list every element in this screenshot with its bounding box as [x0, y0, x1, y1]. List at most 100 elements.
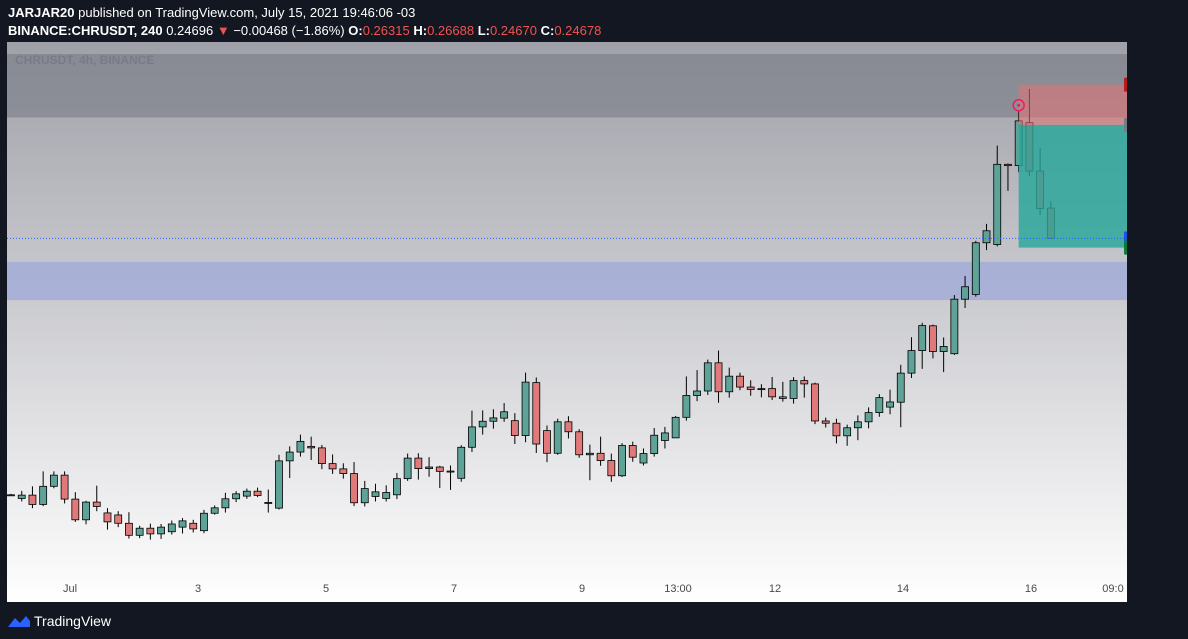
tradingview-logo-icon[interactable]: [7, 613, 31, 629]
candle-body: [264, 502, 273, 504]
candle: [393, 472, 401, 500]
candle: [425, 457, 433, 477]
candlestick-chart[interactable]: CHRUSDT, 4h, BINANCE 0.360000.320000.300…: [7, 42, 1127, 602]
candle-body: [500, 411, 509, 419]
candle-body: [703, 362, 712, 392]
candle-body: [457, 446, 466, 479]
candle: [832, 418, 841, 444]
publish-info: JARJAR20 published on TradingView.com, J…: [8, 5, 415, 20]
candle-body: [7, 494, 15, 497]
candle: [853, 415, 862, 441]
brand-name[interactable]: TradingView: [34, 613, 112, 629]
candle: [875, 394, 884, 417]
candle-body: [864, 412, 873, 423]
candle-body: [285, 451, 294, 462]
candle: [296, 434, 305, 457]
candle-body: [92, 501, 101, 507]
candle-body: [82, 501, 90, 521]
candle: [543, 425, 551, 463]
candle: [189, 519, 198, 533]
candle: [639, 448, 648, 466]
candle-body: [39, 485, 48, 505]
candle: [285, 446, 294, 478]
candle-body: [543, 430, 551, 454]
candle-body: [585, 452, 594, 456]
candle: [125, 512, 133, 539]
candle-body: [789, 380, 798, 399]
candle: [146, 523, 155, 540]
candle-body: [328, 463, 337, 470]
candle-body: [125, 522, 133, 536]
candle-body: [650, 434, 659, 454]
candle: [350, 462, 358, 507]
candle-body: [768, 388, 777, 398]
published-text: published on TradingView.com, July 15, 2…: [78, 5, 416, 20]
candle-body: [693, 390, 701, 396]
symbol-info: BINANCE:CHRUSDT, 240 0.24696 ▼ −0.00468 …: [8, 23, 601, 38]
candle: [221, 492, 230, 513]
candle: [521, 372, 530, 443]
candle: [103, 508, 112, 530]
candle: [607, 453, 616, 482]
close-value: 0.24678: [554, 23, 602, 38]
candle: [360, 480, 369, 507]
take-profit-zone: [1018, 124, 1127, 248]
candle: [843, 424, 852, 446]
candle: [28, 486, 37, 509]
entry-marker-icon: [1012, 99, 1025, 112]
candle-body: [403, 457, 412, 480]
candle-body: [146, 527, 155, 535]
candle-body: [575, 431, 584, 456]
candle: [178, 518, 187, 534]
candle: [768, 376, 777, 401]
candle-body: [478, 420, 487, 428]
candle: [661, 426, 669, 449]
last-price: 0.24696: [166, 23, 214, 38]
candle-body: [71, 498, 80, 521]
candle-body: [189, 522, 198, 530]
open-label: O:: [348, 23, 363, 38]
price-zone: [7, 261, 1127, 301]
candle: [500, 403, 509, 422]
candle-body: [135, 527, 144, 536]
candle: [864, 407, 873, 429]
price-change: −0.00468 (−1.86%): [233, 23, 345, 38]
candle-body: [339, 468, 348, 474]
candle: [671, 415, 680, 439]
candle-body: [875, 397, 884, 413]
candle: [435, 465, 444, 488]
candle: [457, 445, 466, 482]
candle: [971, 240, 980, 297]
candle-body: [521, 381, 530, 436]
candle-body: [317, 447, 326, 465]
candle-body: [843, 427, 852, 437]
x-tick-label: 14: [897, 583, 909, 595]
x-tick-label: 16: [1025, 583, 1037, 595]
candle: [478, 410, 487, 435]
candle: [757, 384, 766, 398]
chart-area[interactable]: CHRUSDT, 4h, BINANCE 0.360000.320000.300…: [7, 42, 1127, 602]
publisher-name[interactable]: JARJAR20: [8, 5, 75, 20]
candle: [993, 145, 1002, 247]
candle-body: [360, 488, 369, 504]
candle: [468, 410, 476, 453]
candle: [403, 453, 412, 481]
candle-body: [414, 457, 423, 469]
candle-body: [628, 445, 637, 458]
candle-body: [821, 420, 830, 424]
candle-body: [242, 490, 251, 497]
candle-body: [671, 416, 680, 439]
candle-body: [725, 375, 734, 393]
candle: [253, 487, 262, 498]
candle-body: [200, 512, 208, 532]
candle: [242, 488, 251, 499]
candle: [982, 223, 991, 251]
candle: [135, 525, 144, 539]
candle-body: [929, 325, 937, 352]
candle: [532, 377, 541, 453]
candle-body: [971, 242, 980, 295]
price-label: 0.34200: [1124, 77, 1127, 92]
candle-body: [811, 383, 819, 422]
candle: [7, 493, 15, 497]
candle-body: [28, 494, 37, 505]
